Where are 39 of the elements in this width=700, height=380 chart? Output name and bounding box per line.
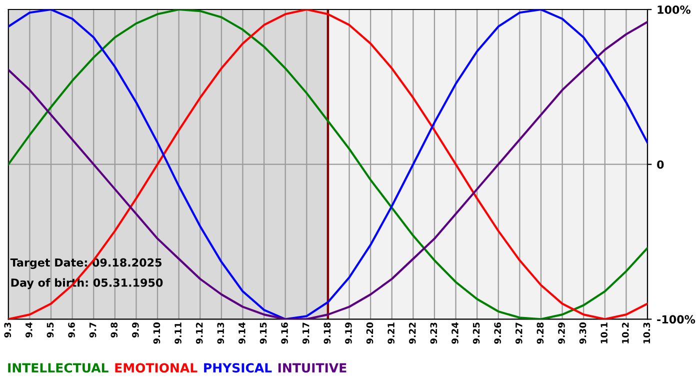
x-tick-label: 9.4 [26,322,32,338]
x-tick-label: 9.27 [515,322,522,344]
x-tick-label: 9.25 [472,322,480,344]
x-tick-label: 9.23 [430,322,438,344]
x-tick-label: 10.2 [622,322,629,344]
x-tick-label: 9.11 [174,322,182,344]
x-tick-label: 10.3 [643,322,650,344]
x-tick-label: 9.22 [408,322,416,344]
x-tick-label: 9.14 [238,322,246,344]
x-tick-label: 9.3 [4,322,12,338]
text: EMOTIONAL [115,363,198,373]
text: INTUITIVE [278,363,346,373]
x-tick-label: 9.18 [324,322,331,344]
x-tick-label: 9.21 [388,322,394,344]
x-tick-label: 9.9 [132,322,139,338]
x-tick-label: 9.17 [302,322,310,344]
y-tick-label: 100% [658,5,690,14]
x-tick-label: 9.20 [366,322,374,344]
x-tick-label: 9.15 [260,322,267,344]
x-tick-label: 9.28 [536,322,544,344]
x-tick-label: 9.24 [452,322,458,344]
x-tick-label: 9.5 [46,322,54,338]
x-tick-label: 9.6 [68,322,75,338]
annotation: Target Date: 09.18.2025 [10,258,162,269]
x-tick-label: 9.26 [494,322,501,344]
x-tick-label: 9.10 [153,322,160,344]
x-tick-label: 9.16 [281,322,288,344]
x-tick-label: 9.13 [217,322,224,344]
x-tick-label: 9.19 [345,322,352,344]
x-tick-label: 9.29 [558,322,565,344]
y-tick-label: 0 [657,160,664,169]
x-tick-label: 9.12 [196,322,203,344]
y-tick-label: -100% [657,315,696,324]
x-tick-label: 10.1 [600,322,608,344]
text: INTELLECTUAL [8,363,108,373]
text: PHYSICAL [204,363,272,373]
x-tick-label: 9.8 [110,322,118,338]
x-tick-label: 9.7 [89,322,96,338]
x-tick-label: 9.30 [579,322,586,344]
